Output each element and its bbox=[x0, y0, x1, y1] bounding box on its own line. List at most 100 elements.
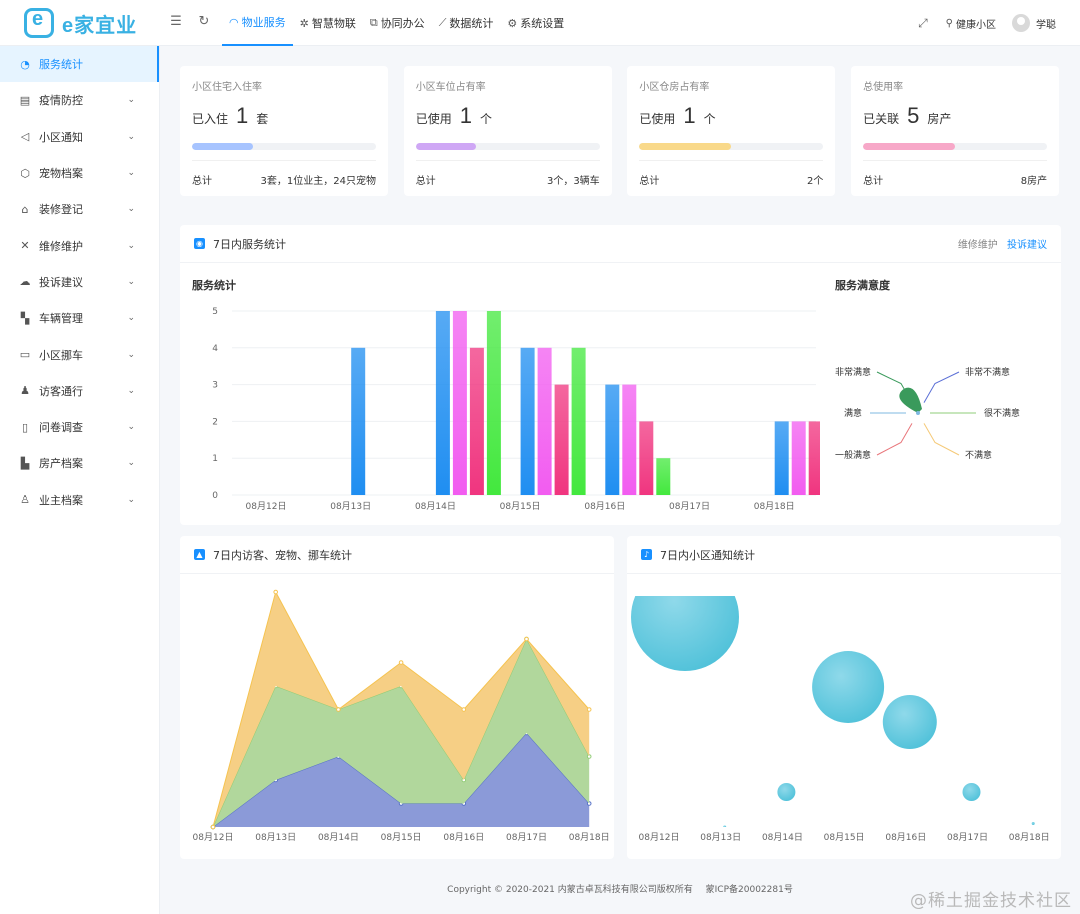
bubble[interactable] bbox=[723, 825, 727, 829]
sidebar-item[interactable]: ▤ 疫情防控 ⌄ bbox=[0, 82, 159, 118]
area-point[interactable] bbox=[398, 660, 404, 665]
tab-complaints[interactable]: 投诉建议 bbox=[1007, 240, 1047, 251]
nav-tab[interactable]: ⚙ 系统设置 bbox=[500, 0, 571, 46]
bar[interactable] bbox=[351, 347, 366, 495]
bar[interactable] bbox=[791, 421, 806, 495]
bar[interactable] bbox=[554, 384, 569, 495]
y-tick-label: 5 bbox=[212, 307, 218, 317]
area-point[interactable] bbox=[586, 707, 592, 712]
x-tick-label: 08月16日 bbox=[885, 832, 926, 843]
bubble[interactable] bbox=[812, 651, 885, 723]
area-point[interactable] bbox=[273, 589, 278, 595]
chevron-down-icon: ⌄ bbox=[127, 385, 135, 396]
bar[interactable] bbox=[808, 421, 820, 495]
stat-unit: 房产 bbox=[927, 112, 952, 126]
panel-header: ◉ 7日内服务统计 维修维护 投诉建议 bbox=[180, 225, 1061, 263]
stat-main: 已使用 1 个 bbox=[416, 103, 600, 129]
bubble[interactable] bbox=[1031, 822, 1035, 825]
sidebar-item[interactable]: ▭ 小区挪车 ⌄ bbox=[0, 336, 159, 372]
stat-prefix: 已入住 bbox=[192, 112, 229, 126]
survey-icon: ▯ bbox=[21, 420, 29, 434]
radar-indicator-label: 不满意 bbox=[965, 449, 992, 461]
clipboard-icon: ▤ bbox=[19, 93, 31, 107]
stat-prefix: 已使用 bbox=[415, 112, 452, 126]
sidebar-item[interactable]: ☁ 投诉建议 ⌄ bbox=[0, 264, 159, 300]
sidebar-item[interactable]: ⌂ 装修登记 ⌄ bbox=[0, 191, 159, 227]
sidebar-item-label: 小区挪车 bbox=[39, 348, 83, 362]
bar[interactable] bbox=[605, 384, 620, 495]
area-point[interactable] bbox=[210, 824, 216, 830]
sidebar-item[interactable]: ⬡ 宠物档案 ⌄ bbox=[0, 155, 159, 191]
bubble[interactable] bbox=[962, 783, 981, 801]
line-chart-icon: ⟋ bbox=[438, 16, 447, 29]
bubble[interactable] bbox=[882, 695, 937, 749]
area-point[interactable] bbox=[524, 636, 529, 642]
sidebar-item[interactable]: ✕ 维修维护 ⌄ bbox=[0, 227, 159, 263]
bar[interactable] bbox=[520, 347, 535, 495]
bar[interactable] bbox=[452, 311, 467, 495]
bar[interactable] bbox=[469, 347, 484, 495]
icp-link[interactable]: 蒙ICP备20002281号 bbox=[705, 885, 793, 895]
x-tick-label: 08月13日 bbox=[255, 832, 296, 843]
radar-area[interactable] bbox=[899, 387, 922, 413]
nav-tab[interactable]: ✲ 智慧物联 bbox=[293, 0, 363, 46]
progress-bar bbox=[863, 143, 1048, 150]
bar[interactable] bbox=[774, 421, 789, 495]
sidebar-item[interactable]: ▯ 问卷调查 ⌄ bbox=[0, 409, 159, 445]
bubble[interactable] bbox=[631, 574, 739, 671]
sidebar-item[interactable]: ◁ 小区通知 ⌄ bbox=[0, 119, 159, 155]
sidebar-item[interactable]: ◔ 服务统计 bbox=[0, 46, 159, 83]
brand-logo[interactable]: e家宜业 bbox=[24, 8, 137, 38]
nav-tab-label: 系统设置 bbox=[520, 17, 565, 30]
x-tick-label: 08月18日 bbox=[754, 501, 795, 512]
label-line bbox=[876, 423, 913, 456]
sidebar-item[interactable]: ♙ 业主档案 ⌄ bbox=[0, 482, 159, 518]
fullscreen-icon[interactable]: ⤢ bbox=[918, 15, 928, 30]
bar[interactable] bbox=[486, 311, 501, 495]
menu-collapse-icon[interactable]: ☰ bbox=[170, 14, 182, 29]
x-tick-label: 08月12日 bbox=[193, 832, 234, 843]
bar[interactable] bbox=[656, 458, 671, 495]
x-tick-label: 08月14日 bbox=[415, 501, 456, 512]
stat-value: 1 bbox=[236, 103, 249, 128]
bar[interactable] bbox=[622, 384, 637, 495]
stat-prefix: 已关联 bbox=[863, 112, 900, 126]
stat-card: 总使用率 已关联 5 房产 总计 8房产 bbox=[851, 66, 1060, 196]
area-series[interactable] bbox=[213, 639, 590, 827]
panel-title: 7日内访客、宠物、挪车统计 bbox=[213, 548, 352, 562]
area-point[interactable] bbox=[336, 707, 341, 712]
header-right: ⤢ ⚲ 健康小区 学聪 bbox=[918, 0, 1056, 46]
chevron-down-icon: ⌄ bbox=[127, 95, 135, 106]
watermark: @稀土掘金技术社区 bbox=[910, 891, 1072, 911]
tab-maintenance[interactable]: 维修维护 bbox=[957, 240, 998, 251]
bar[interactable] bbox=[435, 311, 450, 495]
chevron-down-icon: ⌄ bbox=[127, 276, 135, 287]
bar[interactable] bbox=[639, 421, 654, 495]
sidebar-item-label: 小区通知 bbox=[39, 130, 83, 144]
area-series[interactable] bbox=[213, 733, 590, 827]
bar[interactable] bbox=[571, 347, 586, 495]
sidebar-item[interactable]: ♟ 访客通行 ⌄ bbox=[0, 373, 159, 409]
nav-tab[interactable]: ⧉ 协同办公 bbox=[363, 0, 432, 46]
bubble[interactable] bbox=[777, 783, 796, 801]
sidebar-item[interactable]: ▙ 房产档案 ⌄ bbox=[0, 445, 159, 481]
chevron-down-icon: ⌄ bbox=[127, 168, 135, 179]
avatar[interactable] bbox=[1012, 14, 1030, 32]
visitor-area-chart: 08月12日 08月13日 08月14日 08月15日 08月16日 08月17日 08月1… bbox=[193, 589, 610, 843]
bar[interactable] bbox=[537, 347, 552, 495]
y-tick-label: 2 bbox=[212, 417, 218, 427]
refresh-icon[interactable]: ↻ bbox=[198, 14, 210, 29]
top-nav: ◠ 物业服务 ✲ 智慧物联 ⧉ 协同办公 ⟋ 数据统计 ⚙ 系统设置 bbox=[222, 0, 571, 46]
panel-header: ♪ 7日内小区通知统计 bbox=[627, 536, 1061, 574]
stat-title: 总使用率 bbox=[863, 82, 904, 93]
chevron-down-icon: ⌄ bbox=[127, 240, 135, 251]
sidebar-item-label: 车辆管理 bbox=[39, 312, 83, 326]
username[interactable]: 学聪 bbox=[1036, 19, 1056, 31]
sidebar-item[interactable]: ▚ 车辆管理 ⌄ bbox=[0, 300, 159, 336]
area-point[interactable] bbox=[461, 707, 467, 712]
sidebar-item-label: 维修维护 bbox=[39, 239, 83, 253]
chevron-down-icon: ⌄ bbox=[127, 422, 135, 433]
nav-tab[interactable]: ◠ 物业服务 bbox=[222, 0, 293, 46]
location-selector[interactable]: ⚲ 健康小区 bbox=[946, 16, 996, 31]
nav-tab[interactable]: ⟋ 数据统计 bbox=[432, 0, 501, 46]
